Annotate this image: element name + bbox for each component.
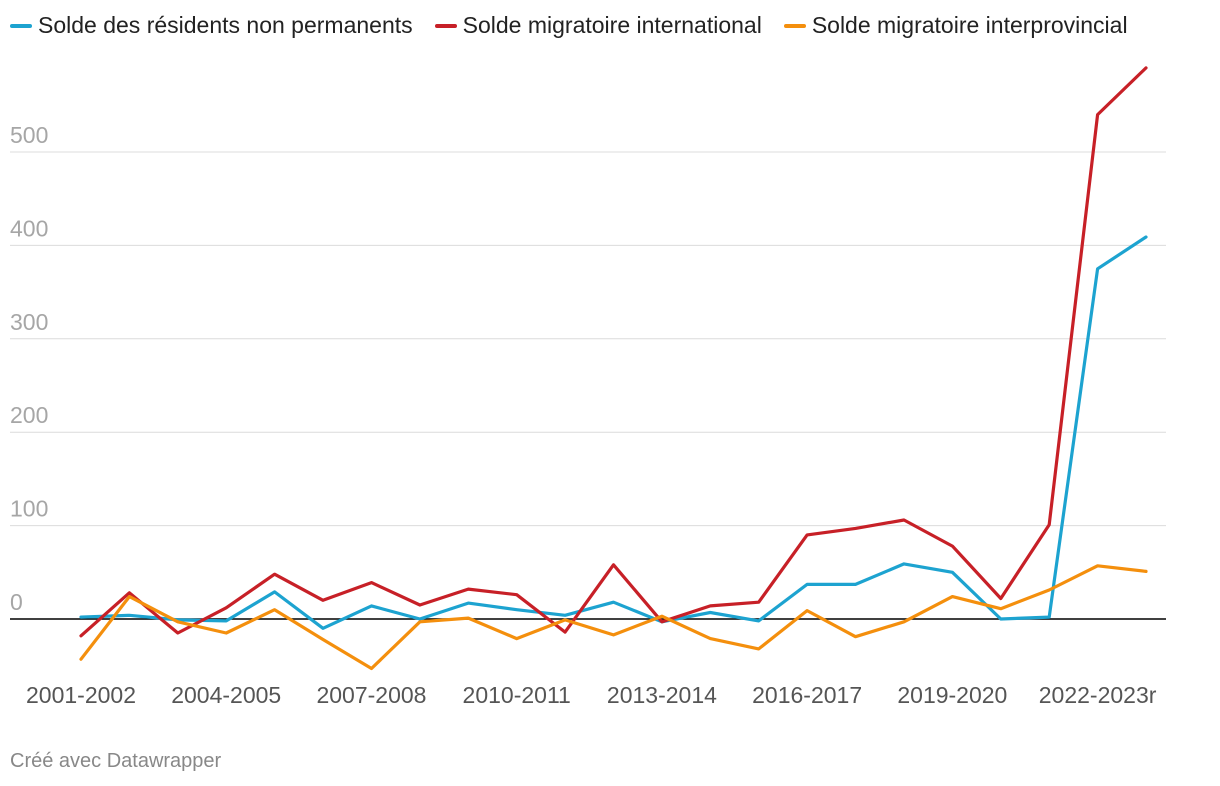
- x-tick-label: 2010-2011: [463, 682, 571, 708]
- y-tick-label: 200: [10, 402, 48, 428]
- x-tick-label: 2022-2023r: [1039, 682, 1157, 708]
- legend-swatch: [10, 23, 32, 28]
- legend-swatch: [434, 23, 457, 28]
- legend-label: Solde des résidents non permanents: [38, 12, 413, 38]
- legend-swatch: [783, 23, 806, 28]
- y-tick-label: 400: [10, 215, 48, 241]
- x-tick-label: 2001-2002: [26, 682, 136, 708]
- legend-label: Solde migratoire international: [462, 12, 762, 38]
- datawrapper-credit: Créé avec Datawrapper: [10, 750, 222, 772]
- x-tick-label: 2016-2017: [752, 682, 862, 708]
- x-axis-tick-labels: 2001-2002 2004-2005 2007-2008 2010-2011 2013…: [26, 682, 1157, 708]
- x-tick-label: 2019-2020: [897, 682, 1007, 708]
- legend-item-3: Solde migratoire interprovincial: [783, 12, 1128, 39]
- series-line-3: [79, 564, 1148, 671]
- y-axis-tick-labels: 0 100 200 300 400 500: [10, 122, 48, 615]
- series-lines: [79, 66, 1148, 671]
- gridlines: [10, 151, 1166, 527]
- x-tick-label: 2004-2005: [171, 682, 281, 708]
- series-line-1: [79, 235, 1148, 630]
- legend-item-1: Solde des résidents non permanents: [10, 12, 413, 39]
- legend-item-2: Solde migratoire international: [434, 12, 762, 39]
- legend-label: Solde migratoire interprovincial: [811, 12, 1128, 38]
- x-tick-label: 2007-2008: [316, 682, 426, 708]
- series-line-2: [79, 66, 1148, 638]
- chart-legend: Solde des résidents non permanents Solde …: [10, 12, 1210, 39]
- y-tick-label: 300: [10, 309, 48, 335]
- y-tick-label: 0: [10, 589, 23, 615]
- y-tick-label: 100: [10, 496, 48, 522]
- x-tick-label: 2013-2014: [607, 682, 717, 708]
- y-tick-label: 500: [10, 122, 48, 148]
